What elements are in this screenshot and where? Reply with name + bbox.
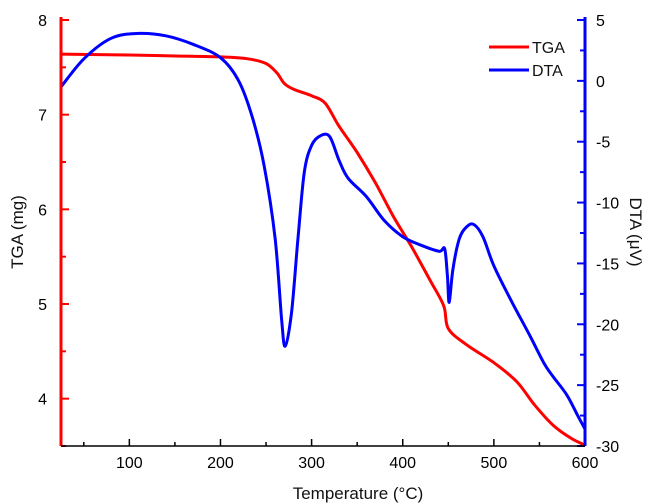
left-axis-title: TGA (mg) — [8, 195, 27, 269]
x-tick-label: 200 — [207, 455, 234, 472]
right-tick-label: -25 — [596, 378, 619, 395]
x-axis-title: Temperature (°C) — [293, 484, 424, 503]
right-tick-label: -20 — [596, 317, 619, 334]
x-tick-label: 100 — [116, 455, 143, 472]
right-tick-label: -10 — [596, 196, 619, 213]
right-tick-label: 0 — [596, 74, 605, 91]
tga-line — [60, 52, 586, 447]
dta-line — [59, 31, 587, 430]
x-tick-label: 600 — [572, 455, 599, 472]
right-tick-label: -15 — [596, 256, 619, 273]
x-tick-label: 500 — [481, 455, 508, 472]
right-axis-title: DTA (μV) — [626, 198, 645, 267]
left-tick-label: 5 — [38, 297, 47, 314]
legend-label-tga: TGA — [532, 40, 565, 57]
left-tick-label: 8 — [38, 13, 47, 30]
right-tick-label: -5 — [596, 135, 610, 152]
right-tick-label: 5 — [596, 13, 605, 30]
right-tick-label: -30 — [596, 439, 619, 456]
legend-label-dta: DTA — [532, 63, 563, 80]
left-tick-label: 4 — [38, 392, 47, 409]
x-tick-label: 400 — [389, 455, 416, 472]
left-tick-label: 7 — [38, 108, 47, 125]
x-tick-label: 300 — [298, 455, 325, 472]
legend: TGA DTA — [489, 40, 565, 80]
left-tick-label: 6 — [38, 202, 47, 219]
